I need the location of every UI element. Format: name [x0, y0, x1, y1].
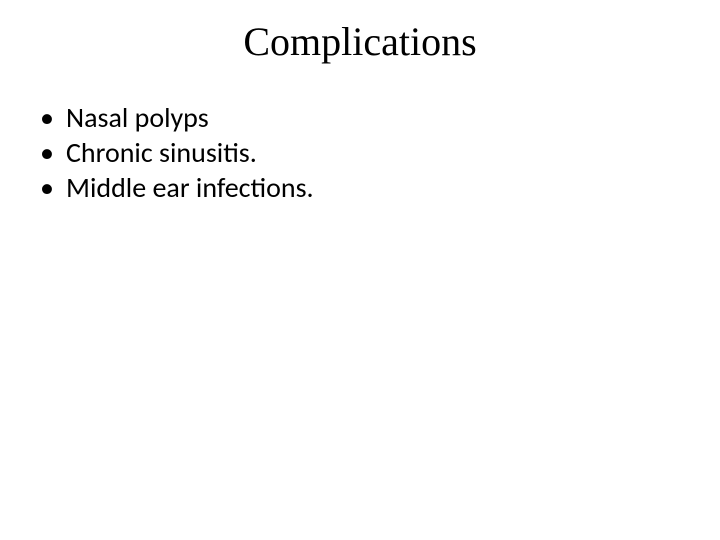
slide-body: • Nasal polyps • Chronic sinusitis. • Mi… — [36, 100, 680, 205]
bullet-icon: • — [36, 170, 66, 205]
slide: Complications • Nasal polyps • Chronic s… — [0, 0, 720, 540]
list-item: • Middle ear infections. — [36, 170, 680, 205]
slide-title: Complications — [0, 18, 720, 65]
list-item-text: Chronic sinusitis. — [66, 135, 680, 170]
list-item-text: Nasal polyps — [66, 100, 680, 135]
list-item-text: Middle ear infections. — [66, 170, 680, 205]
bullet-icon: • — [36, 135, 66, 170]
list-item: • Nasal polyps — [36, 100, 680, 135]
bullet-icon: • — [36, 100, 66, 135]
list-item: • Chronic sinusitis. — [36, 135, 680, 170]
